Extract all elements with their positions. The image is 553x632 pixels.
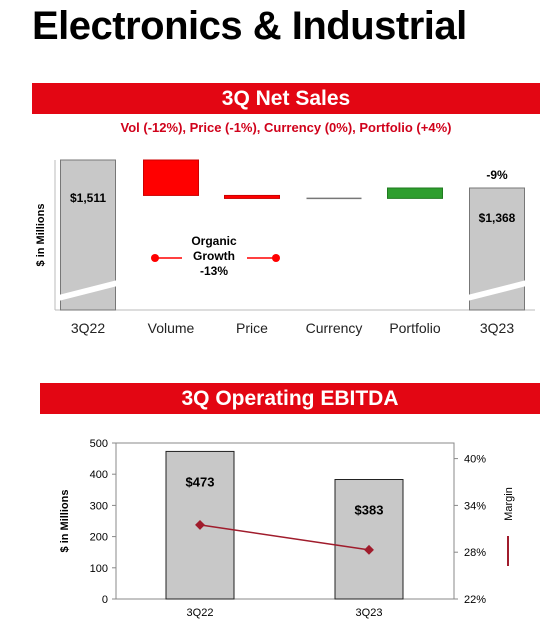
page-title: Electronics & Industrial bbox=[32, 4, 467, 48]
category-label-portfolio: Portfolio bbox=[389, 320, 441, 336]
change-label: -9% bbox=[486, 168, 508, 182]
bar-price bbox=[224, 194, 280, 199]
ebitda-chart: 0 100 200 300 400 500 22% 28% 34% 40% $ in Million… bbox=[59, 438, 515, 619]
category-label-3q23: 3Q23 bbox=[480, 320, 514, 336]
ebitda-banner: 3Q Operating EBITDA bbox=[40, 383, 540, 414]
y-tick-label-500: 500 bbox=[90, 438, 108, 450]
organic-growth-label-1: Growth bbox=[193, 249, 235, 263]
ebitda-category-label-3q22: 3Q22 bbox=[187, 607, 214, 619]
ebitda-y-axis-label: $ in Millions bbox=[59, 490, 71, 553]
net-sales-waterfall-chart: $ in Millions $1,511 $1,368 -9% OrganicGrowt… bbox=[35, 159, 535, 336]
ebitda-value-label-3q23: $383 bbox=[355, 503, 384, 518]
organic-growth-label-2: -13% bbox=[200, 264, 228, 278]
y-tick-label-300: 300 bbox=[90, 500, 108, 512]
y-tick-label-200: 200 bbox=[90, 532, 108, 544]
organic-dot-right bbox=[272, 254, 280, 262]
net-sales-banner: 3Q Net Sales bbox=[32, 83, 540, 114]
ebitda-title: 3Q Operating EBITDA bbox=[181, 386, 399, 410]
bar-portfolio bbox=[387, 187, 443, 199]
ebitda-y2-axis-label: Margin bbox=[503, 487, 515, 521]
y-tick-label-100: 100 bbox=[90, 563, 108, 575]
value-label-3q22: $1,511 bbox=[70, 191, 106, 205]
y2-tick-label-2: 34% bbox=[464, 500, 486, 512]
y2-tick-label-3: 40% bbox=[464, 454, 486, 466]
organic-dot-left bbox=[151, 254, 159, 262]
y-tick-label-0: 0 bbox=[102, 594, 108, 606]
bar-volume bbox=[143, 159, 199, 196]
value-label-3q23: $1,368 bbox=[479, 211, 516, 225]
ebitda-value-label-3q22: $473 bbox=[186, 474, 215, 489]
category-label-3q22: 3Q22 bbox=[71, 320, 105, 336]
margin-line bbox=[199, 524, 370, 551]
net-sales-title: 3Q Net Sales bbox=[221, 86, 351, 110]
organic-growth-label-0: Organic bbox=[191, 234, 237, 248]
y2-tick-label-0: 22% bbox=[464, 594, 486, 606]
ebitda-bar-3q23 bbox=[334, 479, 404, 600]
category-label-price: Price bbox=[236, 320, 268, 336]
ebitda-category-label-3q23: 3Q23 bbox=[356, 607, 383, 619]
waterfall-y-axis-label: $ in Millions bbox=[35, 204, 47, 267]
ebitda-plot-frame bbox=[115, 442, 455, 600]
y-tick-label-400: 400 bbox=[90, 469, 108, 481]
category-label-currency: Currency bbox=[306, 320, 363, 336]
axis-break-3q23 bbox=[467, 280, 527, 301]
net-sales-subtitle: Vol (-12%), Price (-1%), Currency (0%), … bbox=[120, 120, 452, 135]
category-label-volume: Volume bbox=[148, 320, 195, 336]
axis-break-3q22 bbox=[58, 280, 118, 301]
y2-tick-label-1: 28% bbox=[464, 547, 486, 559]
